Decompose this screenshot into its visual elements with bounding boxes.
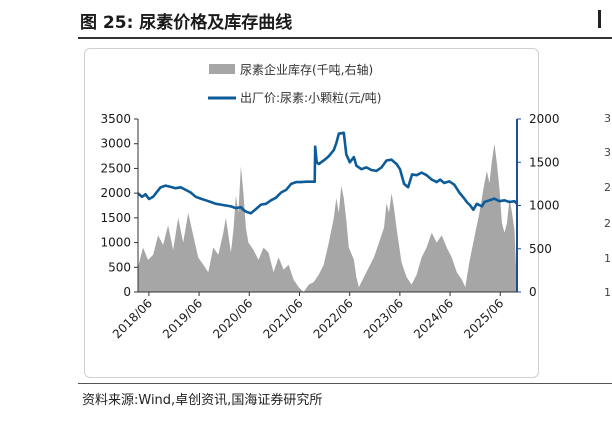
x-tick-label: 2025/06 xyxy=(461,296,506,341)
legend-swatch-inventory xyxy=(209,64,235,74)
y-left-tick-label: 2500 xyxy=(100,161,131,175)
edge-tick: 3 xyxy=(604,112,611,125)
x-tick-label: 2018/06 xyxy=(110,296,155,341)
y-left-tick-label: 1500 xyxy=(100,211,131,225)
y-right-tick-label: 2000 xyxy=(529,112,560,126)
legend: 尿素企业库存(千吨,右轴) 出厂价:尿素:小颗粒(元/吨) xyxy=(208,62,382,105)
edge-tick: 1 xyxy=(604,252,611,265)
y-left-tick-label: 0 xyxy=(123,285,131,299)
price-line xyxy=(137,131,518,215)
next-figure-underline-edge xyxy=(598,37,612,39)
source-note: 资料来源:Wind,卓创资讯,国海证券研究所 xyxy=(82,393,323,408)
edge-tick: 2 xyxy=(604,217,611,230)
y-right-tick-label: 1500 xyxy=(529,155,560,169)
inventory-area xyxy=(138,143,517,292)
y-left-tick-label: 3000 xyxy=(100,137,131,151)
x-tick-label: 2024/06 xyxy=(411,296,456,341)
x-tick-label: 2020/06 xyxy=(210,296,255,341)
x-tick-label: 2023/06 xyxy=(361,296,406,341)
legend-label-inventory: 尿素企业库存(千吨,右轴) xyxy=(240,62,373,77)
next-figure-title-edge xyxy=(598,10,601,28)
legend-label-price: 出厂价:尿素:小颗粒(元/吨) xyxy=(240,90,382,105)
edge-tick: 3 xyxy=(604,146,611,159)
y-right-tick-label: 0 xyxy=(529,285,537,299)
y-left-tick-label: 2000 xyxy=(100,186,131,200)
edge-tick: 2 xyxy=(604,181,611,194)
title-underline xyxy=(78,37,598,39)
x-tick-label: 2022/06 xyxy=(311,296,356,341)
price-line-layer xyxy=(137,131,518,215)
x-tick-label: 2019/06 xyxy=(160,296,205,341)
y-left-tick-label: 1000 xyxy=(100,236,131,250)
x-tick-label: 2021/06 xyxy=(260,296,305,341)
next-figure-source-edge xyxy=(598,383,612,384)
source-rule xyxy=(78,383,598,384)
y-left-tick-label: 500 xyxy=(108,260,131,274)
inventory-area-layer xyxy=(138,143,517,292)
y-right-tick-label: 500 xyxy=(529,242,552,256)
chart-frame xyxy=(84,48,539,378)
edge-tick: 1 xyxy=(604,286,611,299)
y-right-tick-label: 1000 xyxy=(529,199,560,213)
y-left-tick-label: 3500 xyxy=(100,112,131,126)
figure-title: 图 25: 尿素价格及库存曲线 xyxy=(80,13,293,33)
